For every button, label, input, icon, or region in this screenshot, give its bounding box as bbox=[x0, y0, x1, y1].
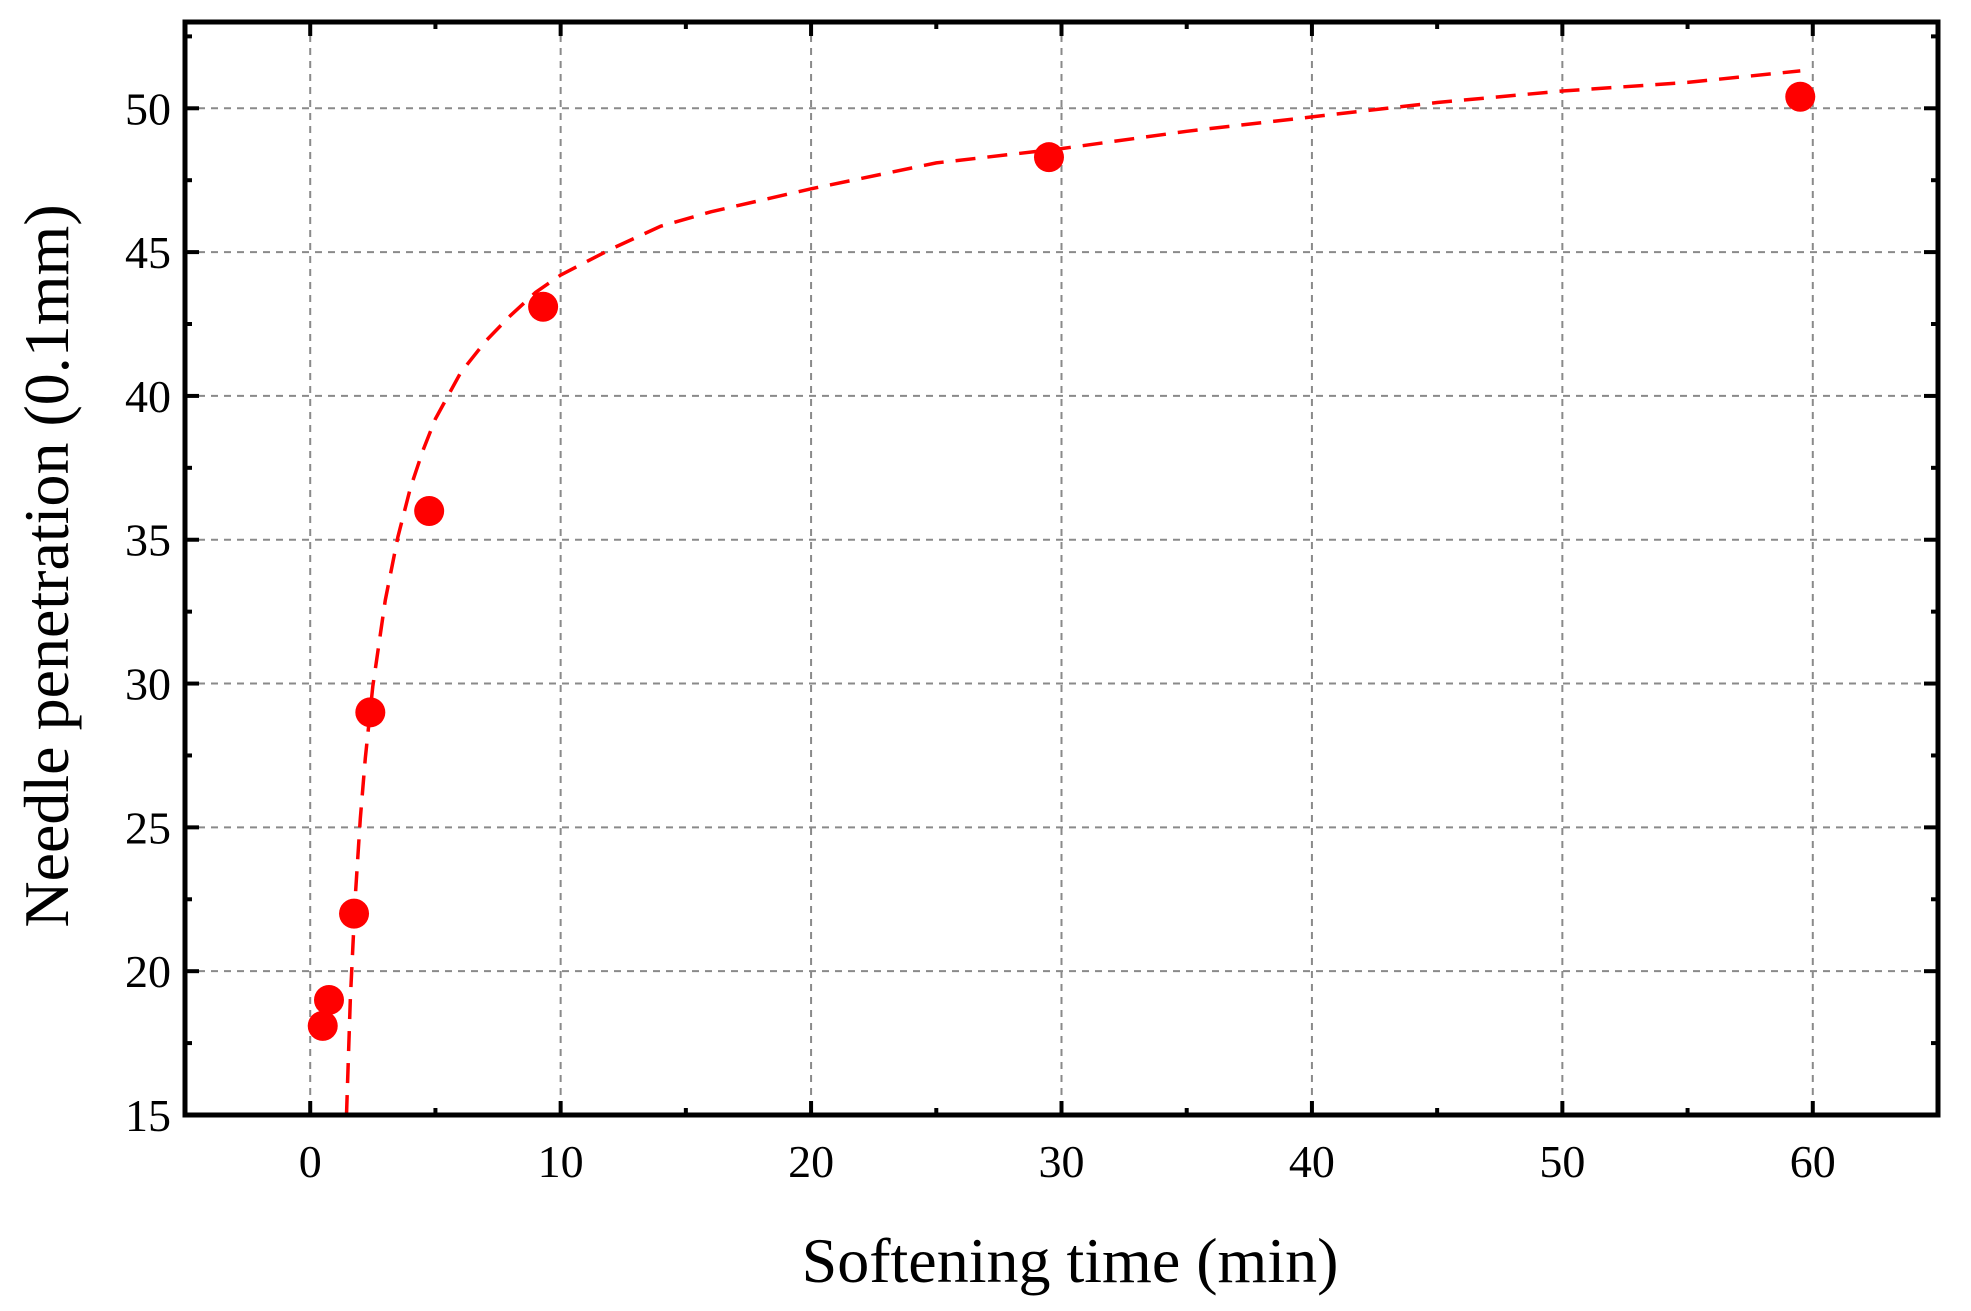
data-point bbox=[528, 291, 559, 322]
data-point bbox=[355, 697, 386, 728]
plot-frame bbox=[182, 19, 1941, 1118]
y-tick-label: 25 bbox=[125, 802, 171, 853]
x-axis-title: Softening time (min) bbox=[802, 1225, 1339, 1296]
data-point bbox=[313, 984, 344, 1015]
x-tick-label: 30 bbox=[1039, 1136, 1085, 1187]
x-tick-labels: 0 10 20 30 40 50 60 bbox=[299, 1136, 1836, 1187]
y-tick-label: 15 bbox=[125, 1090, 171, 1141]
grid-lines bbox=[185, 22, 1938, 1115]
x-tick-label: 50 bbox=[1539, 1136, 1585, 1187]
y-tick-label: 50 bbox=[125, 83, 171, 134]
data-point bbox=[339, 898, 370, 929]
y-tick-label: 35 bbox=[125, 515, 171, 566]
x-tick-label: 20 bbox=[788, 1136, 834, 1187]
y-tick-label: 40 bbox=[125, 371, 171, 422]
data-point bbox=[1033, 142, 1064, 173]
y-tick-label: 30 bbox=[125, 659, 171, 710]
fit-curve-line bbox=[344, 69, 1801, 1116]
x-tick-label: 60 bbox=[1790, 1136, 1836, 1187]
data-point bbox=[414, 495, 445, 526]
y-tick-labels: 15 20 25 30 35 40 45 50 bbox=[125, 83, 171, 1141]
y-axis-title: Needle penetration (0.1mm) bbox=[11, 204, 82, 927]
data-points bbox=[307, 81, 1816, 1041]
x-tick-label: 40 bbox=[1289, 1136, 1335, 1187]
data-point bbox=[307, 1010, 338, 1041]
data-point bbox=[1785, 81, 1816, 112]
y-tick-label: 45 bbox=[125, 227, 171, 278]
x-tick-label: 0 bbox=[299, 1136, 322, 1187]
x-tick-label: 10 bbox=[538, 1136, 584, 1187]
y-tick-label: 20 bbox=[125, 946, 171, 997]
fit-curve-group bbox=[344, 69, 1801, 1116]
